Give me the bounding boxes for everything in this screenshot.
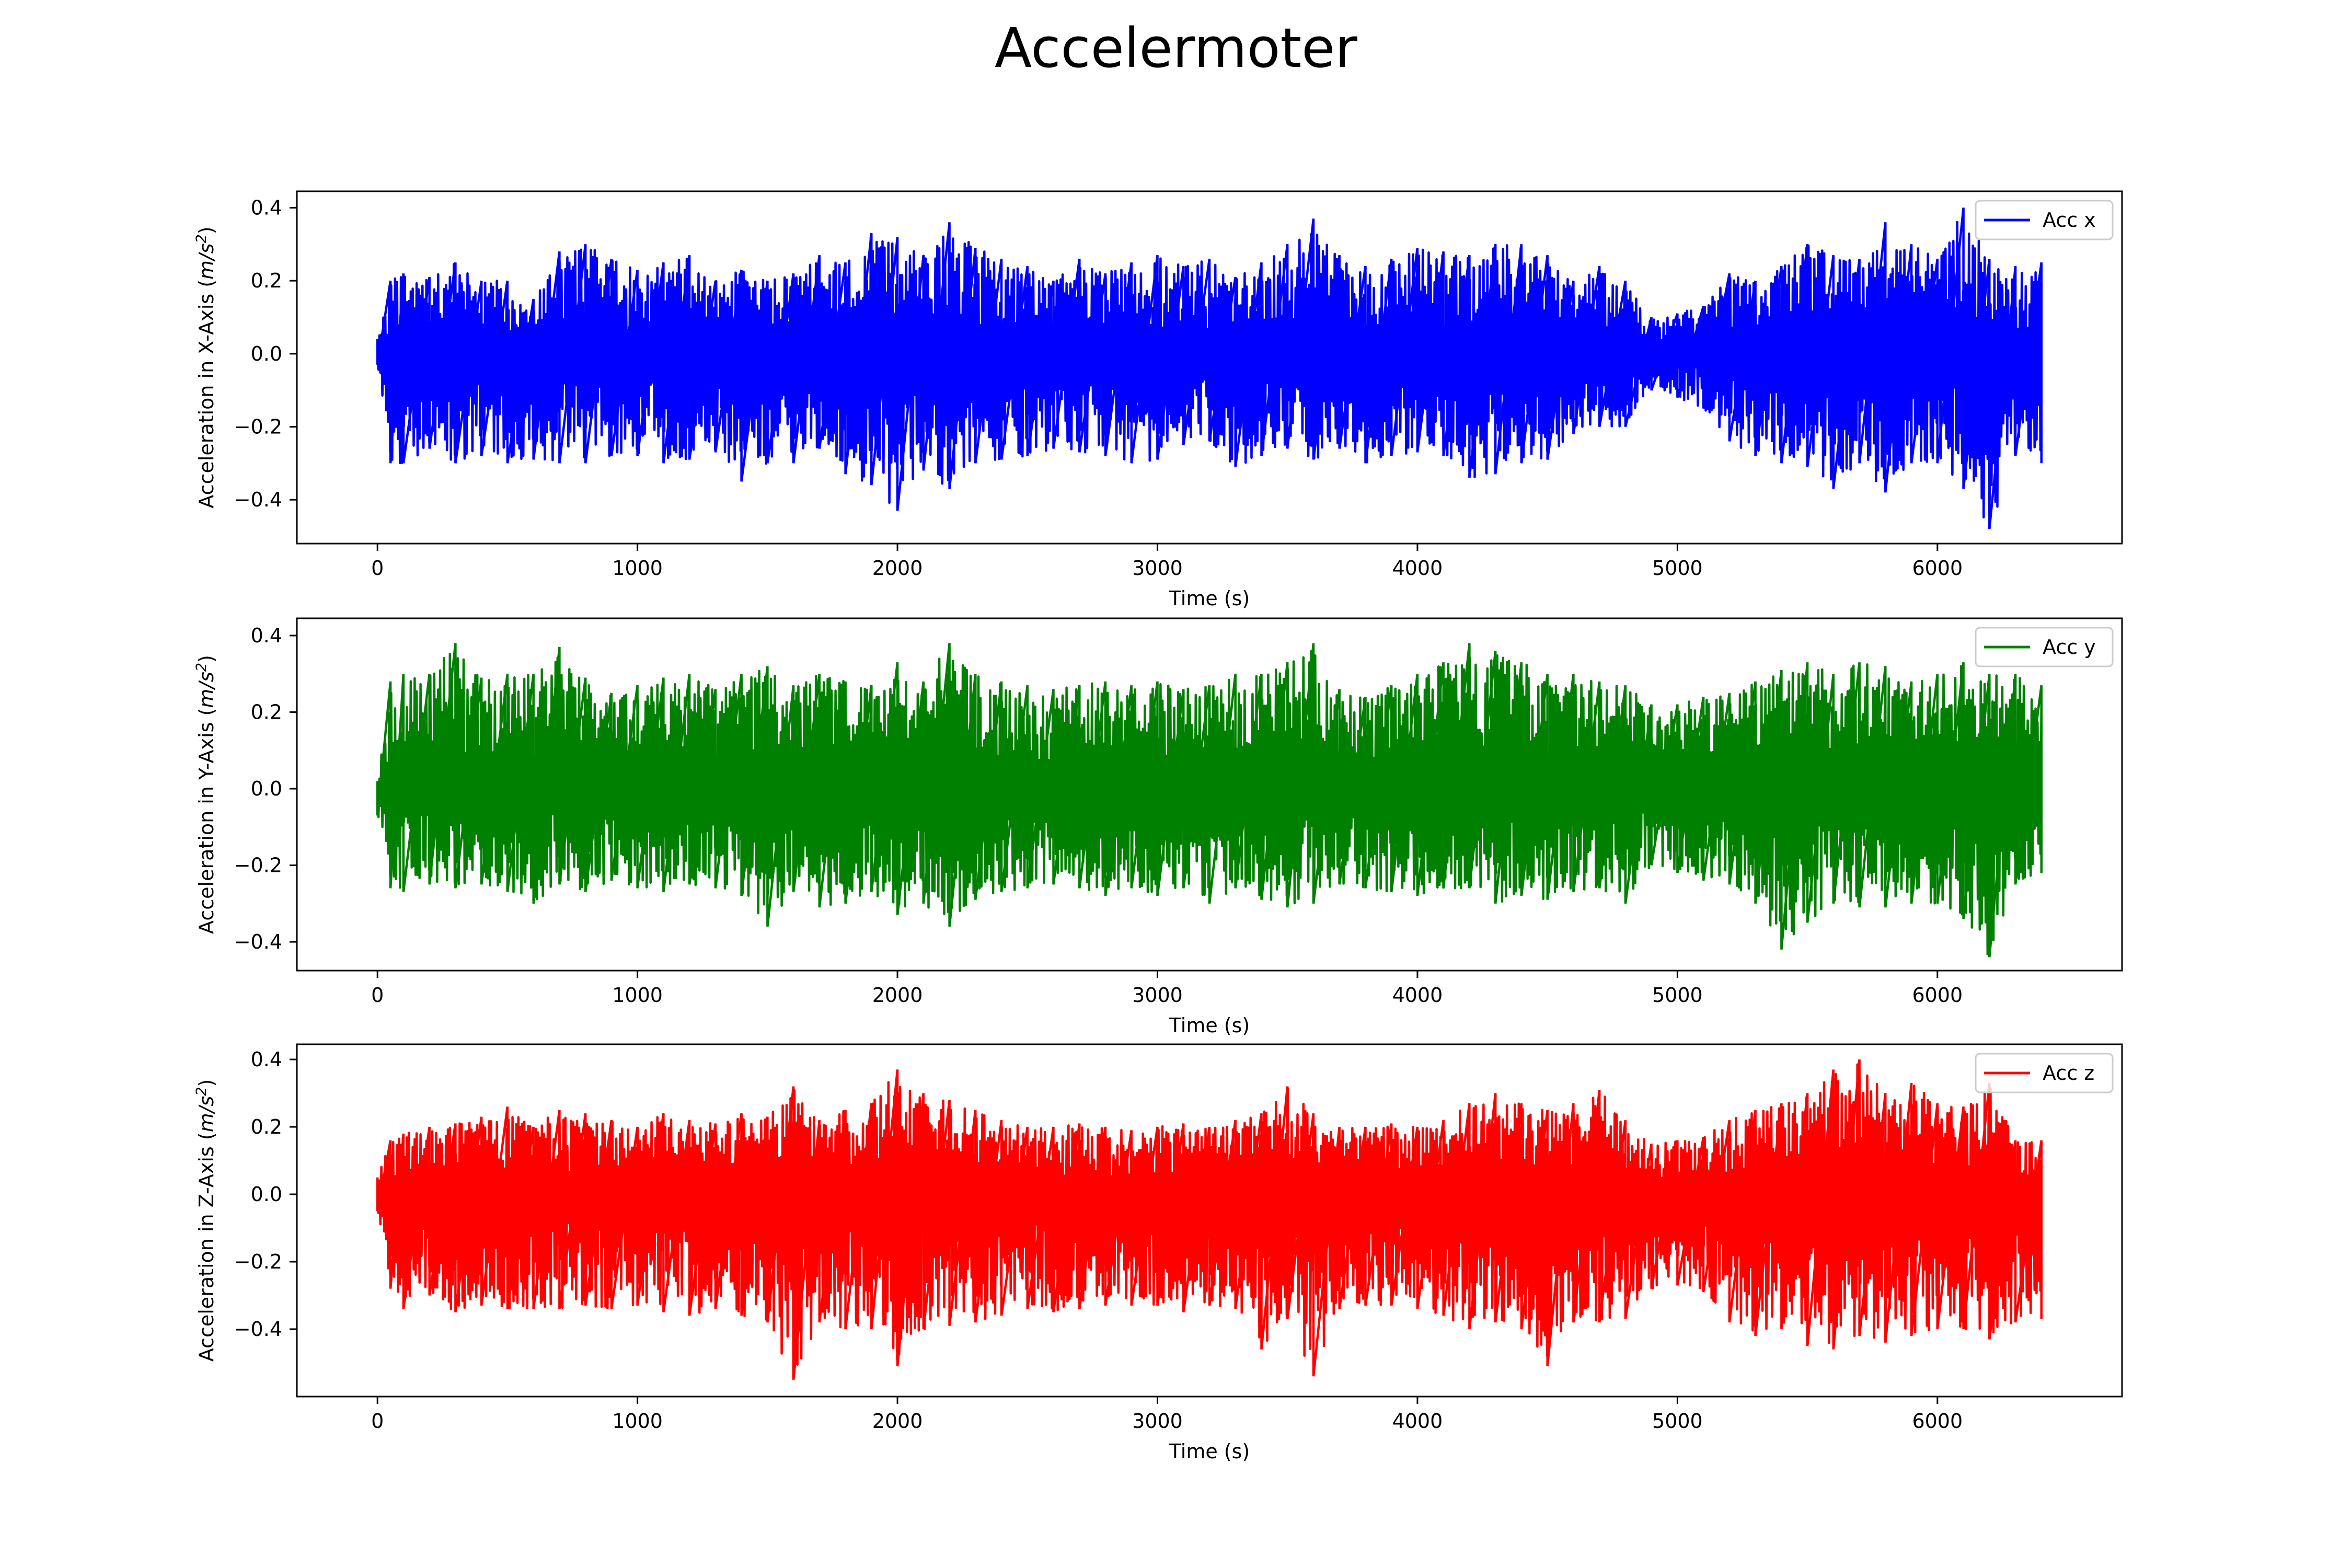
axes-frame <box>296 1043 2123 1398</box>
y-tick-label: 0.4 <box>251 196 282 219</box>
y-tick-label: 0.0 <box>251 1183 282 1206</box>
x-tick-label: 2000 <box>872 1410 923 1433</box>
x-tick-label: 0 <box>371 557 384 580</box>
y-axis-label: Acceleration in Z-Axis (m/s2) <box>193 1079 218 1362</box>
y-tick-label: 0.0 <box>251 342 282 365</box>
legend: Acc z <box>1975 1053 2114 1093</box>
series-peaks-acc-x <box>376 207 2043 529</box>
x-tick-label: 6000 <box>1912 1410 1963 1433</box>
legend-label: Acc x <box>2043 209 2096 232</box>
x-tick-label: 4000 <box>1392 1410 1443 1433</box>
x-axis-label: Time (s) <box>1169 1014 1250 1037</box>
x-tick-label: 4000 <box>1392 557 1443 580</box>
y-tick-label: 0.0 <box>251 777 282 800</box>
x-tick-label: 2000 <box>872 984 923 1007</box>
x-tick-label: 5000 <box>1652 984 1703 1007</box>
x-tick-label: 1000 <box>612 557 663 580</box>
axes-frame <box>296 190 2123 545</box>
x-tick-label: 5000 <box>1652 557 1703 580</box>
x-tick-label: 3000 <box>1132 557 1183 580</box>
axes-frame <box>296 617 2123 972</box>
y-tick-label: 0.4 <box>251 1048 282 1071</box>
y-tick-label: −0.2 <box>234 415 282 438</box>
x-tick-label: 4000 <box>1392 984 1443 1007</box>
legend-label: Acc y <box>2043 636 2096 659</box>
x-tick-label: 1000 <box>612 984 663 1007</box>
y-tick-label: 0.2 <box>251 700 282 723</box>
y-axis-label: Acceleration in X-Axis (m/s2) <box>193 226 218 508</box>
x-axis-label: Time (s) <box>1169 587 1250 610</box>
series-peaks-acc-y <box>376 643 2043 958</box>
legend: Acc x <box>1975 200 2114 240</box>
x-tick-label: 6000 <box>1912 984 1963 1007</box>
subplot-acc-y: 0 1000 2000 3000 4000 5000 6000 −0.4 −0.2 0.0 0.2 0… <box>193 617 2123 1037</box>
subplot-acc-x: 0 1000 2000 3000 4000 5000 6000 −0.4 −0.2 0.0 0.2 0… <box>193 190 2123 610</box>
x-tick-label: 5000 <box>1652 1410 1703 1433</box>
y-axis-label: Acceleration in Y-Axis (m/s2) <box>193 655 218 934</box>
x-tick-label: 0 <box>371 984 384 1007</box>
x-axis-label: Time (s) <box>1169 1440 1250 1463</box>
subplot-acc-z: 0 1000 2000 3000 4000 5000 6000 −0.4 −0.2 0.0 0.2 0… <box>193 1043 2123 1463</box>
figure-title: Accelermoter <box>995 16 1357 80</box>
y-tick-label: 0.2 <box>251 1115 282 1138</box>
x-tick-label: 0 <box>371 1410 384 1433</box>
legend: Acc y <box>1975 627 2114 667</box>
y-tick-label: −0.2 <box>234 854 282 877</box>
y-tick-label: 0.4 <box>251 624 282 647</box>
x-tick-label: 1000 <box>612 1410 663 1433</box>
x-tick-label: 2000 <box>872 557 923 580</box>
series-peaks-acc-z <box>376 1059 2043 1380</box>
legend-label: Acc z <box>2043 1062 2094 1085</box>
y-tick-label: −0.4 <box>234 930 282 953</box>
x-tick-label: 3000 <box>1132 984 1183 1007</box>
y-tick-label: 0.2 <box>251 269 282 292</box>
y-tick-label: −0.4 <box>234 488 282 511</box>
y-tick-label: −0.2 <box>234 1250 282 1273</box>
x-tick-label: 6000 <box>1912 557 1963 580</box>
y-tick-label: −0.4 <box>234 1318 282 1341</box>
x-tick-label: 3000 <box>1132 1410 1183 1433</box>
